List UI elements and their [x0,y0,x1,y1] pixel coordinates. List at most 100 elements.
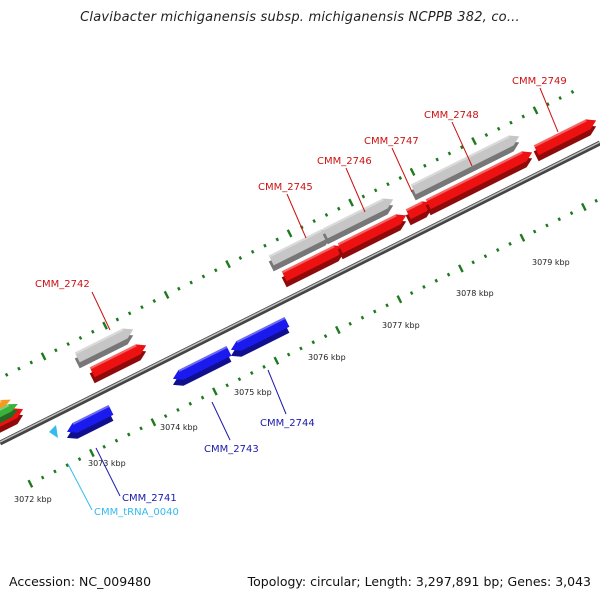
gene-label-cmm-2749[interactable]: CMM_2749 [512,76,567,87]
scale-label: 3073 kbp [88,459,126,468]
gene-label-cmm-2745[interactable]: CMM_2745 [258,182,313,193]
tick-mark-upper [127,311,132,316]
tick-mark-lower [323,334,328,339]
tick-mark-lower [286,352,291,357]
gene-label-cmm-trna-0040[interactable]: CMM_tRNA_0040 [94,507,179,518]
gene-box[interactable] [268,229,332,272]
forward-cds-arrow[interactable] [425,151,533,216]
tick-mark-upper [189,280,193,285]
backbone-highlight [0,141,600,443]
tick-mark-upper [496,126,501,131]
tick-mark-upper [263,243,267,248]
trna-feature[interactable] [49,425,58,438]
tick-mark-lower [211,387,218,396]
tick-mark-upper [546,102,550,107]
forward-cds-arrow[interactable] [337,214,407,260]
tick-mark-lower [396,295,403,304]
reverse-cds-arrow[interactable] [172,345,232,386]
scale-label: 3074 kbp [160,423,198,432]
tick-mark-upper [348,198,354,207]
gene-label-cmm-2743[interactable]: CMM_2743 [204,444,259,455]
forward-cds-arrow[interactable] [405,201,433,226]
tick-mark-upper [275,237,280,242]
tick-mark-upper [286,229,293,238]
tick-mark-lower [102,444,106,449]
tick-mark-upper [66,342,70,347]
tick-mark-lower [27,479,34,488]
tick-mark-upper [238,256,243,260]
tick-mark-upper [570,89,575,94]
tick-mark-lower [483,254,488,259]
tick-mark-upper [40,352,47,361]
tick-mark-lower [360,315,365,320]
tick-mark-lower [114,438,119,443]
gene-box[interactable] [410,135,520,201]
gene-label-cmm-2741[interactable]: CMM_2741 [122,493,177,504]
gene-box[interactable] [74,328,134,369]
feature-arrow-green[interactable] [0,403,18,429]
tick-mark-upper [484,133,489,137]
label-leader-line [286,193,307,239]
gene-label-cmm-2746[interactable]: CMM_2746 [317,156,372,167]
features [0,119,600,446]
tick-mark-lower [88,448,95,458]
gene-label-cmm-2747[interactable]: CMM_2747 [364,136,419,147]
tick-mark-upper [336,206,341,211]
tick-mark-lower [545,223,549,228]
tick-mark-lower [471,260,475,265]
tick-mark-upper [373,188,378,193]
label-leader-line [211,401,231,441]
scale-label: 3079 kbp [532,258,570,267]
tick-mark-lower [311,340,316,345]
label-leader-line [391,147,413,193]
tick-mark-lower [249,371,254,375]
tick-mark-lower [77,457,82,462]
scale-label: 3072 kbp [14,495,52,504]
tick-mark-lower [569,211,574,216]
tick-mark-upper [163,290,170,299]
reverse-cds-arrow[interactable] [230,316,290,357]
reverse-cds-arrow[interactable] [66,404,114,439]
tick-mark-upper [140,305,144,310]
tick-mark-lower [508,241,512,246]
tick-mark-lower [334,325,341,335]
tick-mark-upper [250,249,255,254]
tick-mark-lower [594,198,598,203]
topology-text: Topology: circular; Length: 3,297,891 bp… [247,574,591,589]
tick-mark-lower [422,284,426,289]
tick-mark-lower [53,469,57,474]
forward-cds-arrow[interactable] [281,245,345,288]
accession-text: Accession: NC_009480 [9,574,152,589]
tick-mark-upper [386,182,390,187]
tick-mark-lower [372,309,377,314]
forward-cds-arrow[interactable] [533,119,597,162]
forward-cds-arrow[interactable] [89,344,147,384]
backbone-line [0,140,600,446]
gene-label-cmm-2748[interactable]: CMM_2748 [424,110,479,121]
labels: 3072 kbp 3073 kbp 3074 kbp 3075 kbp 3076 kbp… [14,76,570,518]
tick-mark-upper [471,137,477,146]
gene-label-cmm-2742[interactable]: CMM_2742 [35,279,90,290]
scale-label: 3077 kbp [382,321,420,330]
tick-mark-lower [163,414,168,419]
tick-mark-upper [312,219,316,224]
tick-mark-lower [434,278,439,283]
map-title: Clavibacter michiganensis subsp. michiga… [80,10,520,25]
gene-label-cmm-2744[interactable]: CMM_2744 [260,418,315,429]
tick-mark-lower [126,432,131,437]
scale-label: 3078 kbp [456,289,494,298]
tick-mark-lower [385,303,389,308]
label-leader-line [539,87,559,133]
tick-mark-lower [495,248,500,252]
scale-label: 3076 kbp [308,353,346,362]
label-leader-line [67,463,93,511]
tick-mark-lower [446,272,451,277]
gene-box[interactable] [322,198,394,245]
tick-mark-upper [177,286,181,291]
label-leader-line [451,121,473,167]
tick-mark-upper [78,335,83,340]
tick-mark-lower [532,229,537,234]
tick-mark-lower [200,395,205,400]
tick-mark-upper [361,194,366,199]
